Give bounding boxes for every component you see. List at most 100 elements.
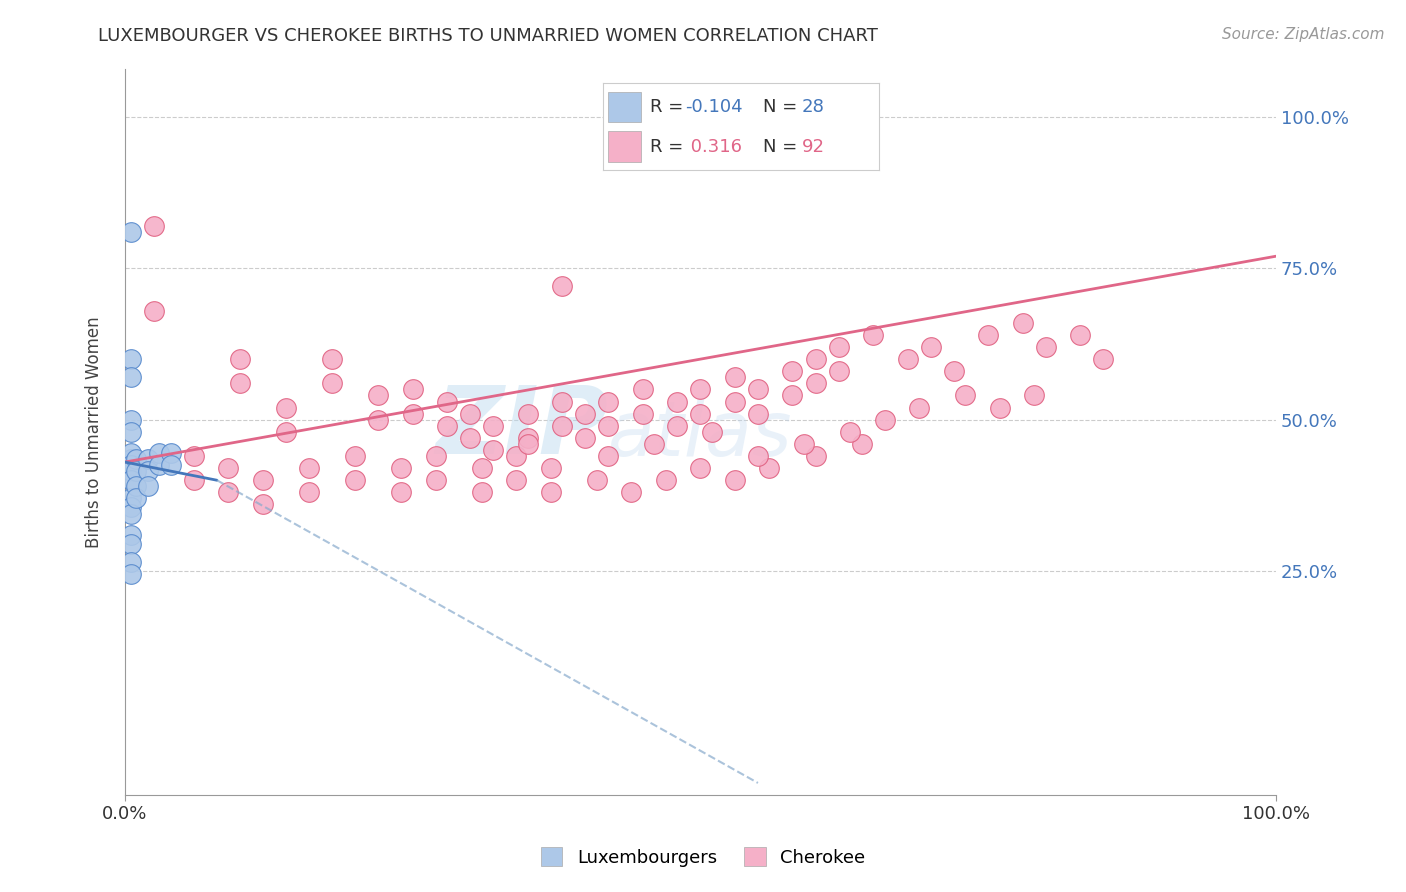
Point bbox=[724, 394, 747, 409]
Point bbox=[217, 461, 239, 475]
Point bbox=[598, 394, 620, 409]
Point bbox=[782, 364, 804, 378]
Point bbox=[471, 485, 494, 500]
Point bbox=[142, 303, 165, 318]
Point bbox=[804, 352, 827, 367]
Point bbox=[585, 473, 607, 487]
Point bbox=[120, 473, 142, 487]
Point bbox=[1011, 316, 1033, 330]
Point bbox=[425, 449, 447, 463]
Point bbox=[142, 219, 165, 233]
Point bbox=[183, 449, 205, 463]
Point bbox=[908, 401, 931, 415]
Point bbox=[229, 352, 252, 367]
Point bbox=[839, 425, 862, 439]
Point bbox=[574, 407, 596, 421]
Point bbox=[160, 458, 183, 472]
Point bbox=[655, 473, 678, 487]
Point bbox=[367, 388, 389, 402]
Point bbox=[862, 327, 884, 342]
Point bbox=[344, 449, 367, 463]
Point bbox=[758, 461, 780, 475]
Point bbox=[1035, 340, 1057, 354]
Text: ZIP: ZIP bbox=[436, 382, 609, 475]
Point bbox=[252, 498, 274, 512]
Point bbox=[389, 485, 412, 500]
Point bbox=[643, 437, 665, 451]
Point bbox=[574, 431, 596, 445]
Point bbox=[724, 370, 747, 384]
Point bbox=[125, 452, 148, 467]
Point bbox=[551, 394, 574, 409]
Point bbox=[827, 364, 849, 378]
Point bbox=[793, 437, 815, 451]
Point bbox=[666, 394, 689, 409]
Point bbox=[120, 446, 142, 460]
Point bbox=[436, 394, 458, 409]
Point bbox=[631, 383, 654, 397]
Point bbox=[953, 388, 976, 402]
Text: atlas: atlas bbox=[609, 399, 793, 473]
Point bbox=[120, 527, 142, 541]
Point bbox=[689, 461, 711, 475]
Point bbox=[540, 461, 562, 475]
Point bbox=[120, 452, 142, 467]
Point bbox=[482, 442, 505, 457]
Point bbox=[120, 464, 142, 478]
Point bbox=[321, 376, 343, 391]
Point bbox=[505, 449, 527, 463]
Point bbox=[920, 340, 942, 354]
Y-axis label: Births to Unmarried Women: Births to Unmarried Women bbox=[86, 316, 103, 548]
Point bbox=[516, 407, 538, 421]
Point bbox=[217, 485, 239, 500]
Point bbox=[851, 437, 873, 451]
Point bbox=[598, 449, 620, 463]
Point bbox=[700, 425, 723, 439]
Point bbox=[148, 458, 170, 472]
Point bbox=[321, 352, 343, 367]
Point bbox=[782, 388, 804, 402]
Point bbox=[458, 431, 481, 445]
Point bbox=[125, 491, 148, 506]
Point bbox=[631, 407, 654, 421]
Point bbox=[620, 485, 643, 500]
Point bbox=[988, 401, 1011, 415]
Point bbox=[298, 461, 321, 475]
Point bbox=[160, 446, 183, 460]
Point bbox=[942, 364, 965, 378]
Point bbox=[471, 461, 494, 475]
Point bbox=[540, 485, 562, 500]
Point bbox=[804, 376, 827, 391]
Point bbox=[804, 449, 827, 463]
Point bbox=[120, 491, 142, 506]
Point bbox=[401, 383, 423, 397]
Point bbox=[482, 418, 505, 433]
Point bbox=[136, 452, 159, 467]
Point bbox=[274, 401, 297, 415]
Point bbox=[666, 418, 689, 433]
Point bbox=[551, 279, 574, 293]
Point bbox=[505, 473, 527, 487]
Point bbox=[1092, 352, 1115, 367]
Point bbox=[274, 425, 297, 439]
Point bbox=[1024, 388, 1046, 402]
Text: Source: ZipAtlas.com: Source: ZipAtlas.com bbox=[1222, 27, 1385, 42]
Point bbox=[125, 464, 148, 478]
Point bbox=[120, 458, 142, 472]
Point bbox=[516, 437, 538, 451]
Point bbox=[516, 431, 538, 445]
Point bbox=[689, 407, 711, 421]
Point bbox=[747, 407, 769, 421]
Point bbox=[120, 370, 142, 384]
Point bbox=[120, 425, 142, 439]
Point bbox=[120, 555, 142, 569]
Text: LUXEMBOURGER VS CHEROKEE BIRTHS TO UNMARRIED WOMEN CORRELATION CHART: LUXEMBOURGER VS CHEROKEE BIRTHS TO UNMAR… bbox=[98, 27, 879, 45]
Point bbox=[298, 485, 321, 500]
Point bbox=[120, 225, 142, 239]
Point bbox=[977, 327, 1000, 342]
Point bbox=[120, 567, 142, 582]
Point bbox=[252, 473, 274, 487]
Point bbox=[724, 473, 747, 487]
Point bbox=[183, 473, 205, 487]
Point bbox=[367, 412, 389, 426]
